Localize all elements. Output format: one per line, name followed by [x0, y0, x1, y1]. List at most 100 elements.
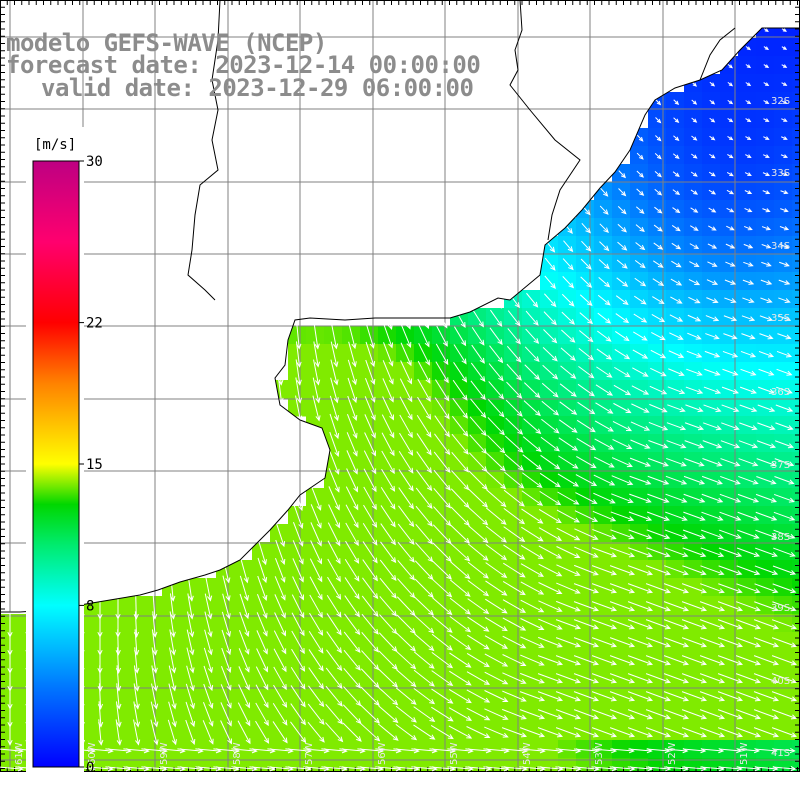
wind-arrow: [537, 727, 564, 738]
wind-arrow: [134, 647, 140, 674]
wind-arrow: [720, 440, 741, 449]
wind-arrow: [721, 404, 740, 413]
wind-arrow: [631, 385, 650, 395]
wind-arrow: [735, 601, 761, 612]
wind-arrow: [501, 708, 527, 720]
wind-arrow: [645, 673, 672, 684]
wind-arrow: [399, 396, 413, 421]
wind-arrow: [308, 630, 324, 654]
wind-arrow: [737, 493, 760, 503]
wind-speed-cell: [666, 740, 685, 759]
wind-arrow: [521, 508, 544, 524]
wind-arrow: [627, 709, 654, 720]
wind-arrow: [449, 615, 472, 633]
wind-arrow: [755, 511, 778, 521]
wind-arrow: [328, 504, 340, 529]
wind-arrow: [745, 154, 752, 159]
wind-arrow: [454, 308, 466, 329]
wind-arrow: [562, 258, 574, 271]
wind-arrow: [347, 359, 357, 386]
wind-arrow: [186, 647, 195, 674]
wind-arrow: [700, 547, 725, 558]
wind-arrow: [615, 331, 630, 342]
wind-speed-cell: [792, 722, 800, 741]
wind-arrow: [541, 418, 560, 434]
wind-arrow: [362, 541, 378, 564]
wind-arrow: [256, 593, 268, 619]
wind-arrow: [673, 99, 680, 106]
wind-arrow: [327, 522, 341, 547]
wind-arrow: [502, 672, 527, 684]
wind-arrow: [688, 278, 701, 286]
colorbar: [m/s] 30 22 15 8 0: [26, 127, 103, 776]
wind-arrow: [670, 278, 683, 286]
wind-arrow: [723, 333, 738, 340]
wind-arrow: [186, 629, 195, 656]
wind-arrow: [645, 619, 672, 630]
wind-arrow: [97, 665, 103, 692]
wind-arrow: [344, 577, 360, 600]
wind-arrow: [401, 324, 412, 348]
wind-arrow: [682, 547, 707, 558]
wind-arrow: [599, 223, 609, 234]
wind-speed-cell: [792, 110, 800, 129]
wind-arrow: [617, 206, 627, 215]
wind-speed-cell: [252, 542, 271, 561]
wind-arrow: [484, 726, 509, 738]
wind-arrow: [725, 243, 736, 249]
border-line: [509, 0, 581, 241]
wind-arrow: [485, 562, 508, 579]
wind-arrow: [398, 505, 415, 528]
wind-arrow: [753, 691, 780, 702]
longitude-label: 60W: [87, 742, 98, 765]
wind-speed-cell: [180, 632, 199, 651]
wind-arrow: [611, 475, 634, 486]
wind-arrow: [573, 637, 600, 648]
wind-arrow: [362, 522, 378, 546]
wind-arrow: [667, 404, 686, 413]
wind-speed-cell: [612, 740, 631, 759]
wind-arrow: [504, 471, 525, 489]
wind-arrow: [308, 649, 324, 672]
wind-speed-cell: [162, 704, 181, 723]
wind-arrow: [485, 580, 508, 596]
wind-speed-cell: [792, 470, 800, 489]
lagoon-line: [699, 27, 736, 81]
wind-arrow: [202, 701, 214, 727]
wind-arrow: [717, 655, 744, 666]
wind-arrow: [591, 619, 618, 630]
wind-arrow: [781, 28, 787, 32]
wind-arrow: [522, 454, 543, 471]
wind-arrow: [761, 226, 772, 231]
wind-speed-cell: [792, 704, 800, 723]
wind-speed-cell: [198, 578, 217, 597]
wind-arrow: [413, 669, 435, 687]
wind-arrow: [381, 450, 395, 475]
wind-arrow: [663, 583, 690, 594]
wind-arrow: [563, 240, 574, 253]
wind-arrow: [537, 655, 564, 666]
wind-arrow: [738, 440, 759, 449]
wind-arrow: [776, 350, 793, 358]
wind-arrow: [651, 314, 666, 323]
wind-arrow: [255, 720, 270, 744]
wind-arrow: [573, 709, 600, 720]
wind-arrow: [744, 207, 753, 213]
wind-arrow: [722, 350, 739, 358]
wind-arrow: [556, 527, 581, 541]
wind-arrow: [343, 686, 362, 707]
wind-arrow: [133, 701, 141, 728]
wind-arrow: [506, 363, 522, 381]
wind-arrow: [291, 594, 305, 619]
wind-arrow: [434, 415, 450, 438]
wind-arrow: [627, 727, 654, 738]
wind-arrow: [761, 261, 772, 267]
wind-arrow: [521, 472, 543, 488]
wind-arrow: [779, 243, 790, 249]
wind-speed-cell: [342, 362, 361, 381]
wind-arrow: [363, 468, 377, 493]
wind-speed-cell: [90, 704, 109, 723]
wind-arrow: [650, 349, 667, 359]
wind-speed-cell: [198, 614, 217, 633]
wind-arrow: [537, 636, 563, 648]
